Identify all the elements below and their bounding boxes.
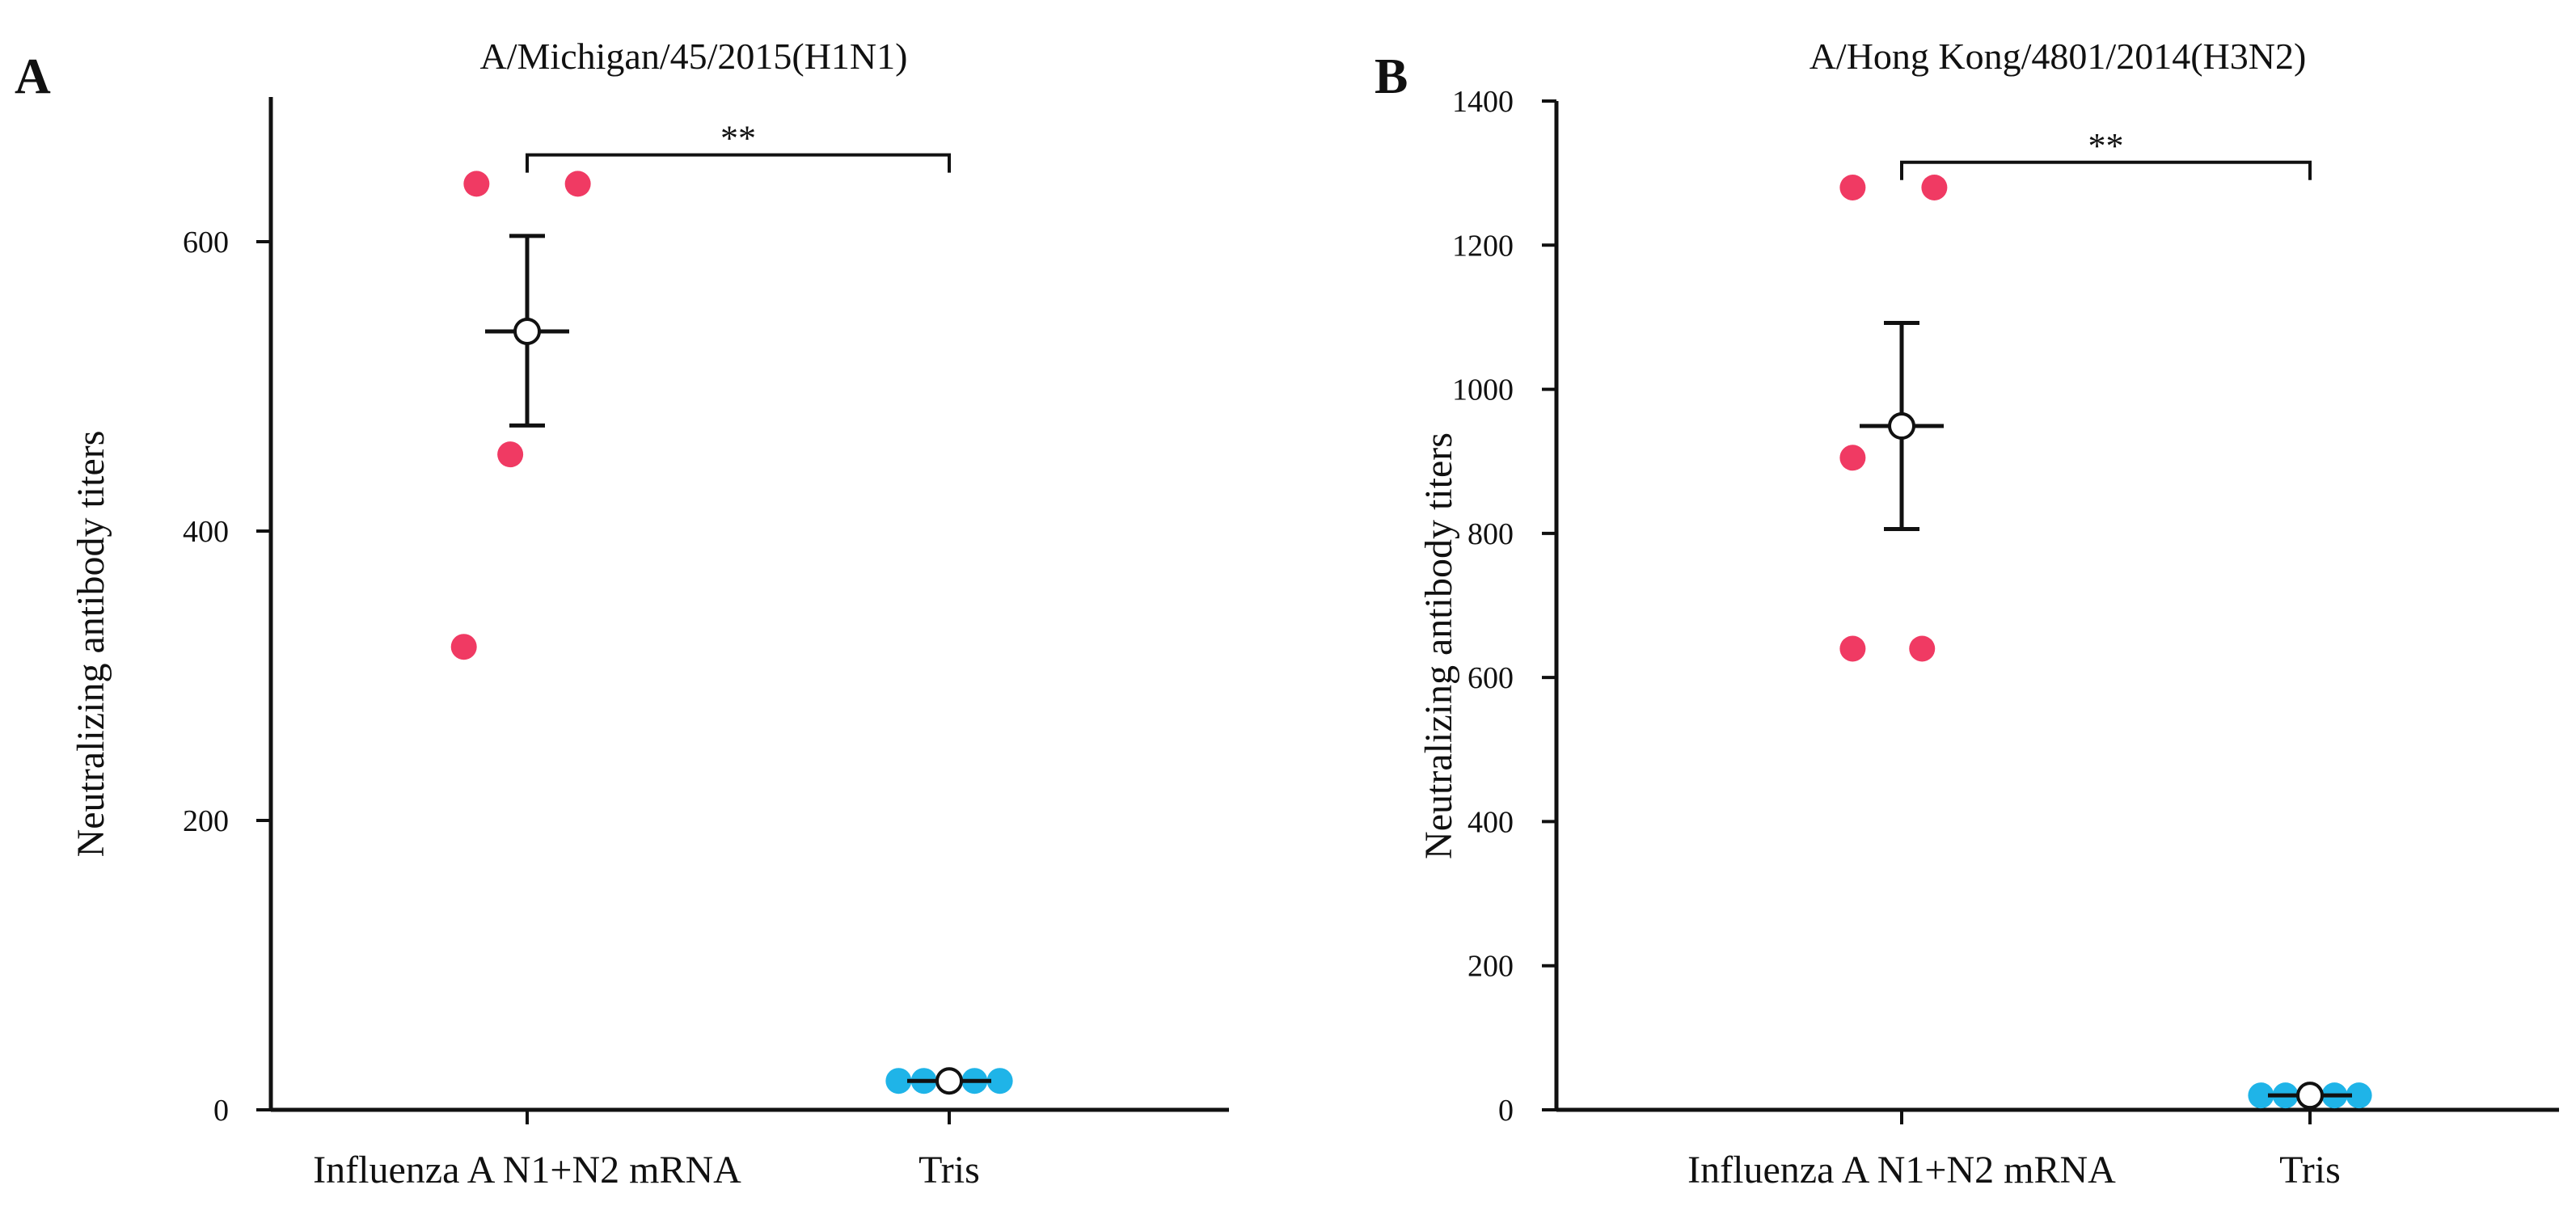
y-tick-label: 1000 [1452,373,1514,407]
y-tick-label: 400 [1467,805,1514,839]
y-tick-label: 800 [1467,517,1514,551]
data-point [2346,1082,2372,1109]
y-axis-title: Neutralizing antibody titers [70,431,112,858]
data-point [1839,635,1866,662]
y-tick-label: 0 [1498,1094,1514,1128]
x-tick-label: Influenza A N1+N2 mRNA [1687,1149,2116,1191]
chart-title: A/Hong Kong/4801/2014(H3N2) [1810,36,2307,77]
y-tick-label: 200 [183,804,229,838]
data-point [564,171,591,197]
x-tick-label: Tris [918,1149,980,1191]
mean-marker [513,317,541,345]
data-point [2248,1082,2274,1109]
significance-bracket [1900,160,2312,180]
chart-title: A/Michigan/45/2015(H1N1) [480,36,908,77]
data-point [986,1068,1013,1094]
data-point [885,1068,912,1094]
mean-marker [2296,1082,2324,1110]
significance-label: ** [720,119,756,158]
y-axis-title: Neutralizing antibody titers [1417,432,1460,859]
panel-letter: B [1375,49,1408,104]
mean-marker [1888,412,1915,441]
significance-bracket [526,153,951,173]
mean-marker [935,1067,963,1095]
data-point [1909,635,1936,662]
y-tick-label: 600 [1467,661,1514,695]
y-tick-label: 1200 [1452,229,1514,263]
data-point [1921,174,1948,200]
data-point [1839,174,1866,200]
panel-b: B A/Hong Kong/4801/2014(H3N2) 0 200 400 600 80… [1375,36,2559,1191]
panel-a: A A/Michigan/45/2015(H1N1) 0 200 400 600 Neutr… [15,36,1229,1191]
panel-letter: A [15,49,51,104]
significance-label: ** [2088,126,2124,166]
x-tick-label: Tris [2279,1149,2341,1191]
y-tick-label: 600 [183,226,229,259]
data-point [450,634,477,660]
y-tick-label: 0 [213,1094,229,1128]
y-tick-label: 1400 [1452,85,1514,119]
y-tick-label: 200 [1467,950,1514,984]
data-point [1839,445,1866,471]
y-tick-label: 400 [183,515,229,549]
x-tick-label: Influenza A N1+N2 mRNA [313,1149,741,1191]
data-point [497,441,524,468]
data-point [463,171,490,197]
